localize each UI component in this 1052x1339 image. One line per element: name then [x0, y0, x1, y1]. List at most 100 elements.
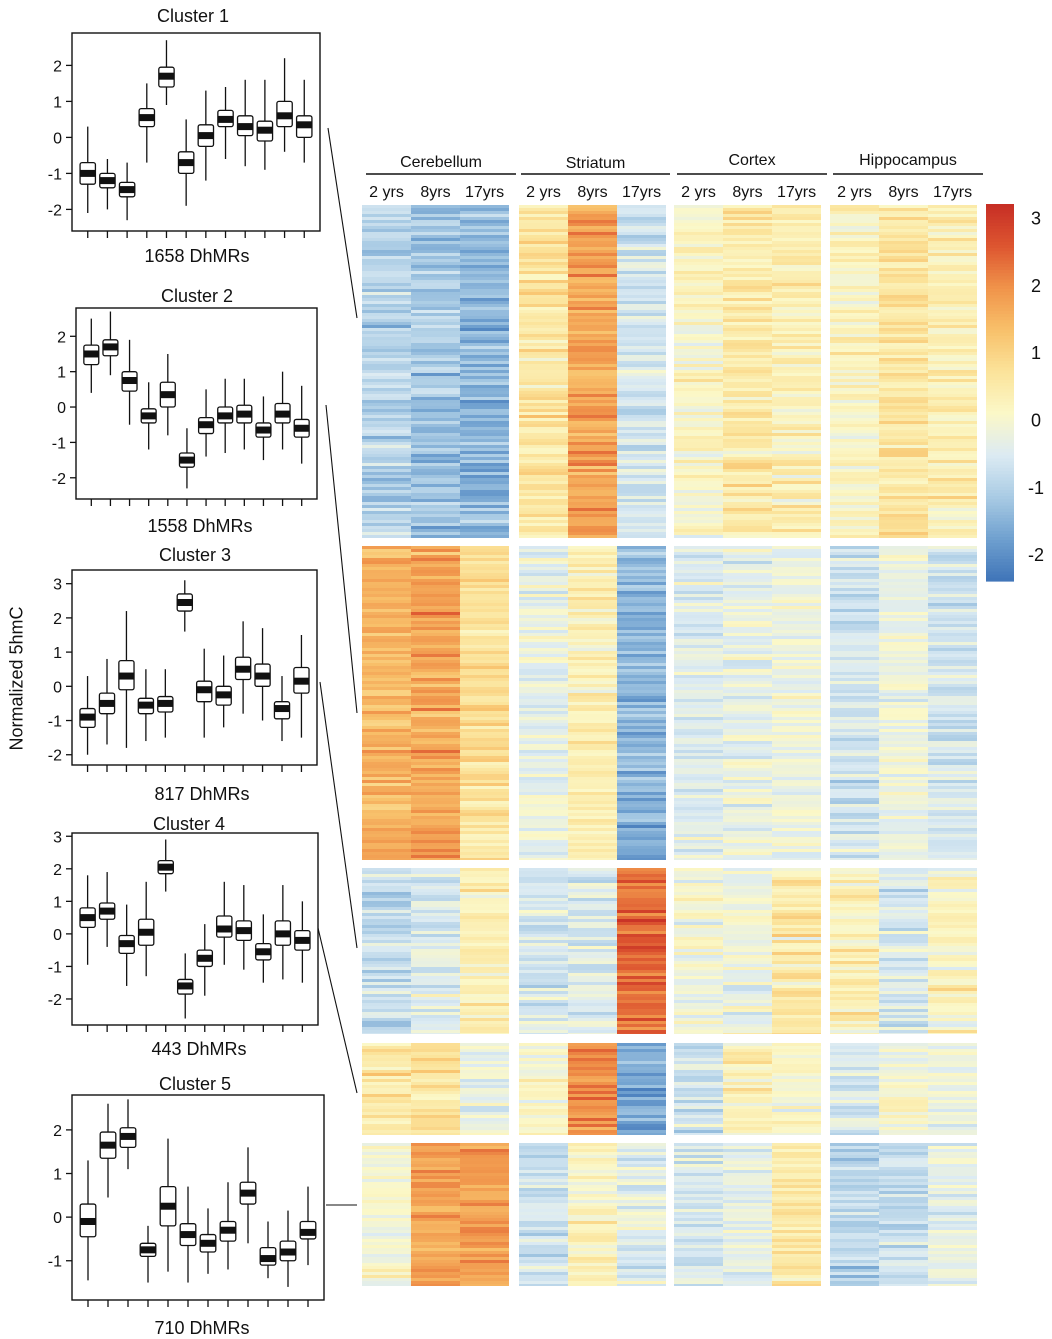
heatmap-stripe: [617, 937, 666, 940]
heatmap-stripe: [674, 813, 723, 816]
heatmap-stripe: [928, 549, 977, 552]
colorbar-segment: [986, 552, 1014, 557]
heatmap-stripe: [674, 370, 723, 373]
heatmap-stripe: [519, 331, 568, 334]
heatmap-stripe: [723, 406, 772, 409]
heatmap-stripe: [879, 265, 928, 268]
heatmap-stripe: [879, 487, 928, 490]
heatmap-stripe: [879, 555, 928, 558]
heatmap-stripe: [879, 391, 928, 394]
heatmap-stripe: [362, 1173, 411, 1176]
heatmap-stripe: [674, 1009, 723, 1012]
heatmap-stripe: [460, 325, 509, 328]
heatmap-stripe: [519, 349, 568, 352]
heatmap-stripe: [568, 439, 617, 442]
heatmap-stripe: [362, 316, 411, 319]
heatmap-stripe: [411, 771, 460, 774]
heatmap-stripe: [411, 831, 460, 834]
heatmap-stripe: [928, 451, 977, 454]
heatmap-stripe: [519, 1115, 568, 1118]
heatmap-stripe: [362, 807, 411, 810]
heatmap-stripe: [723, 849, 772, 852]
heatmap-stripe: [928, 783, 977, 786]
heatmap-stripe: [460, 576, 509, 579]
region-label-striatum: Striatum: [566, 155, 626, 172]
heatmap-stripe: [411, 1103, 460, 1106]
heatmap-stripe: [830, 669, 879, 672]
heatmap-stripe: [617, 693, 666, 696]
heatmap-stripe: [830, 726, 879, 729]
heatmap-stripe: [674, 705, 723, 708]
heatmap-stripe: [928, 277, 977, 280]
heatmap-stripe: [674, 310, 723, 313]
heatmap-stripe: [617, 1055, 666, 1058]
colorbar-segment: [986, 304, 1014, 309]
heatmap-column: [772, 546, 821, 860]
heatmap-stripe: [772, 967, 821, 970]
heatmap-stripe: [879, 1009, 928, 1012]
heatmap-stripe: [411, 253, 460, 256]
heatmap-stripe: [460, 529, 509, 532]
heatmap-stripe: [674, 526, 723, 529]
heatmap-stripe: [362, 819, 411, 822]
heatmap-stripe: [723, 442, 772, 445]
heatmap-stripe: [723, 469, 772, 472]
heatmap-stripe: [460, 976, 509, 979]
heatmap-stripe: [362, 720, 411, 723]
heatmap-stripe: [568, 816, 617, 819]
heatmap-stripe: [879, 771, 928, 774]
heatmap-stripe: [723, 1230, 772, 1233]
heatmap-stripe: [879, 217, 928, 220]
heatmap-stripe: [879, 241, 928, 244]
heatmap-stripe: [617, 582, 666, 585]
heatmap-stripe: [617, 214, 666, 217]
heatmap-stripe: [879, 750, 928, 753]
heatmap-stripe: [568, 756, 617, 759]
heatmap-stripe: [411, 334, 460, 337]
heatmap-stripe: [460, 205, 509, 208]
heatmap-stripe: [772, 1206, 821, 1209]
y-tick-label: 0: [53, 679, 62, 696]
heatmap-stripe: [519, 292, 568, 295]
heatmap-stripe: [772, 379, 821, 382]
heatmap-stripe: [723, 843, 772, 846]
heatmap-stripe: [830, 943, 879, 946]
heatmap-stripe: [830, 511, 879, 514]
heatmap-stripe: [928, 460, 977, 463]
heatmap-stripe: [568, 663, 617, 666]
heatmap-stripe: [460, 361, 509, 364]
y-tick-label: 2: [53, 611, 62, 628]
heatmap-stripe: [830, 448, 879, 451]
heatmap-stripe: [928, 880, 977, 883]
heatmap-stripe: [928, 412, 977, 415]
heatmap-stripe: [411, 756, 460, 759]
heatmap-stripe: [568, 496, 617, 499]
heatmap-stripe: [830, 1263, 879, 1266]
heatmap-stripe: [519, 406, 568, 409]
heatmap-stripe: [879, 807, 928, 810]
heatmap-stripe: [772, 295, 821, 298]
heatmap-stripe: [674, 931, 723, 934]
heatmap-stripe: [879, 1185, 928, 1188]
heatmap-stripe: [460, 1130, 509, 1133]
heatmap-stripe: [723, 508, 772, 511]
heatmap-stripe: [617, 901, 666, 904]
heatmap-stripe: [568, 1027, 617, 1030]
heatmap-stripe: [568, 588, 617, 591]
heatmap-stripe: [772, 358, 821, 361]
heatmap-stripe: [411, 720, 460, 723]
heatmap-stripe: [830, 600, 879, 603]
heatmap-stripe: [617, 307, 666, 310]
heatmap-stripe: [362, 439, 411, 442]
heatmap-stripe: [568, 445, 617, 448]
heatmap-stripe: [460, 612, 509, 615]
heatmap-stripe: [723, 663, 772, 666]
median-bar: [236, 410, 252, 418]
box: [157, 669, 174, 738]
heatmap-stripe: [411, 1024, 460, 1027]
heatmap-stripe: [617, 1067, 666, 1070]
heatmap-stripe: [674, 1239, 723, 1242]
heatmap-stripe: [617, 1149, 666, 1152]
heatmap-stripe: [772, 520, 821, 523]
heatmap-stripe: [674, 976, 723, 979]
